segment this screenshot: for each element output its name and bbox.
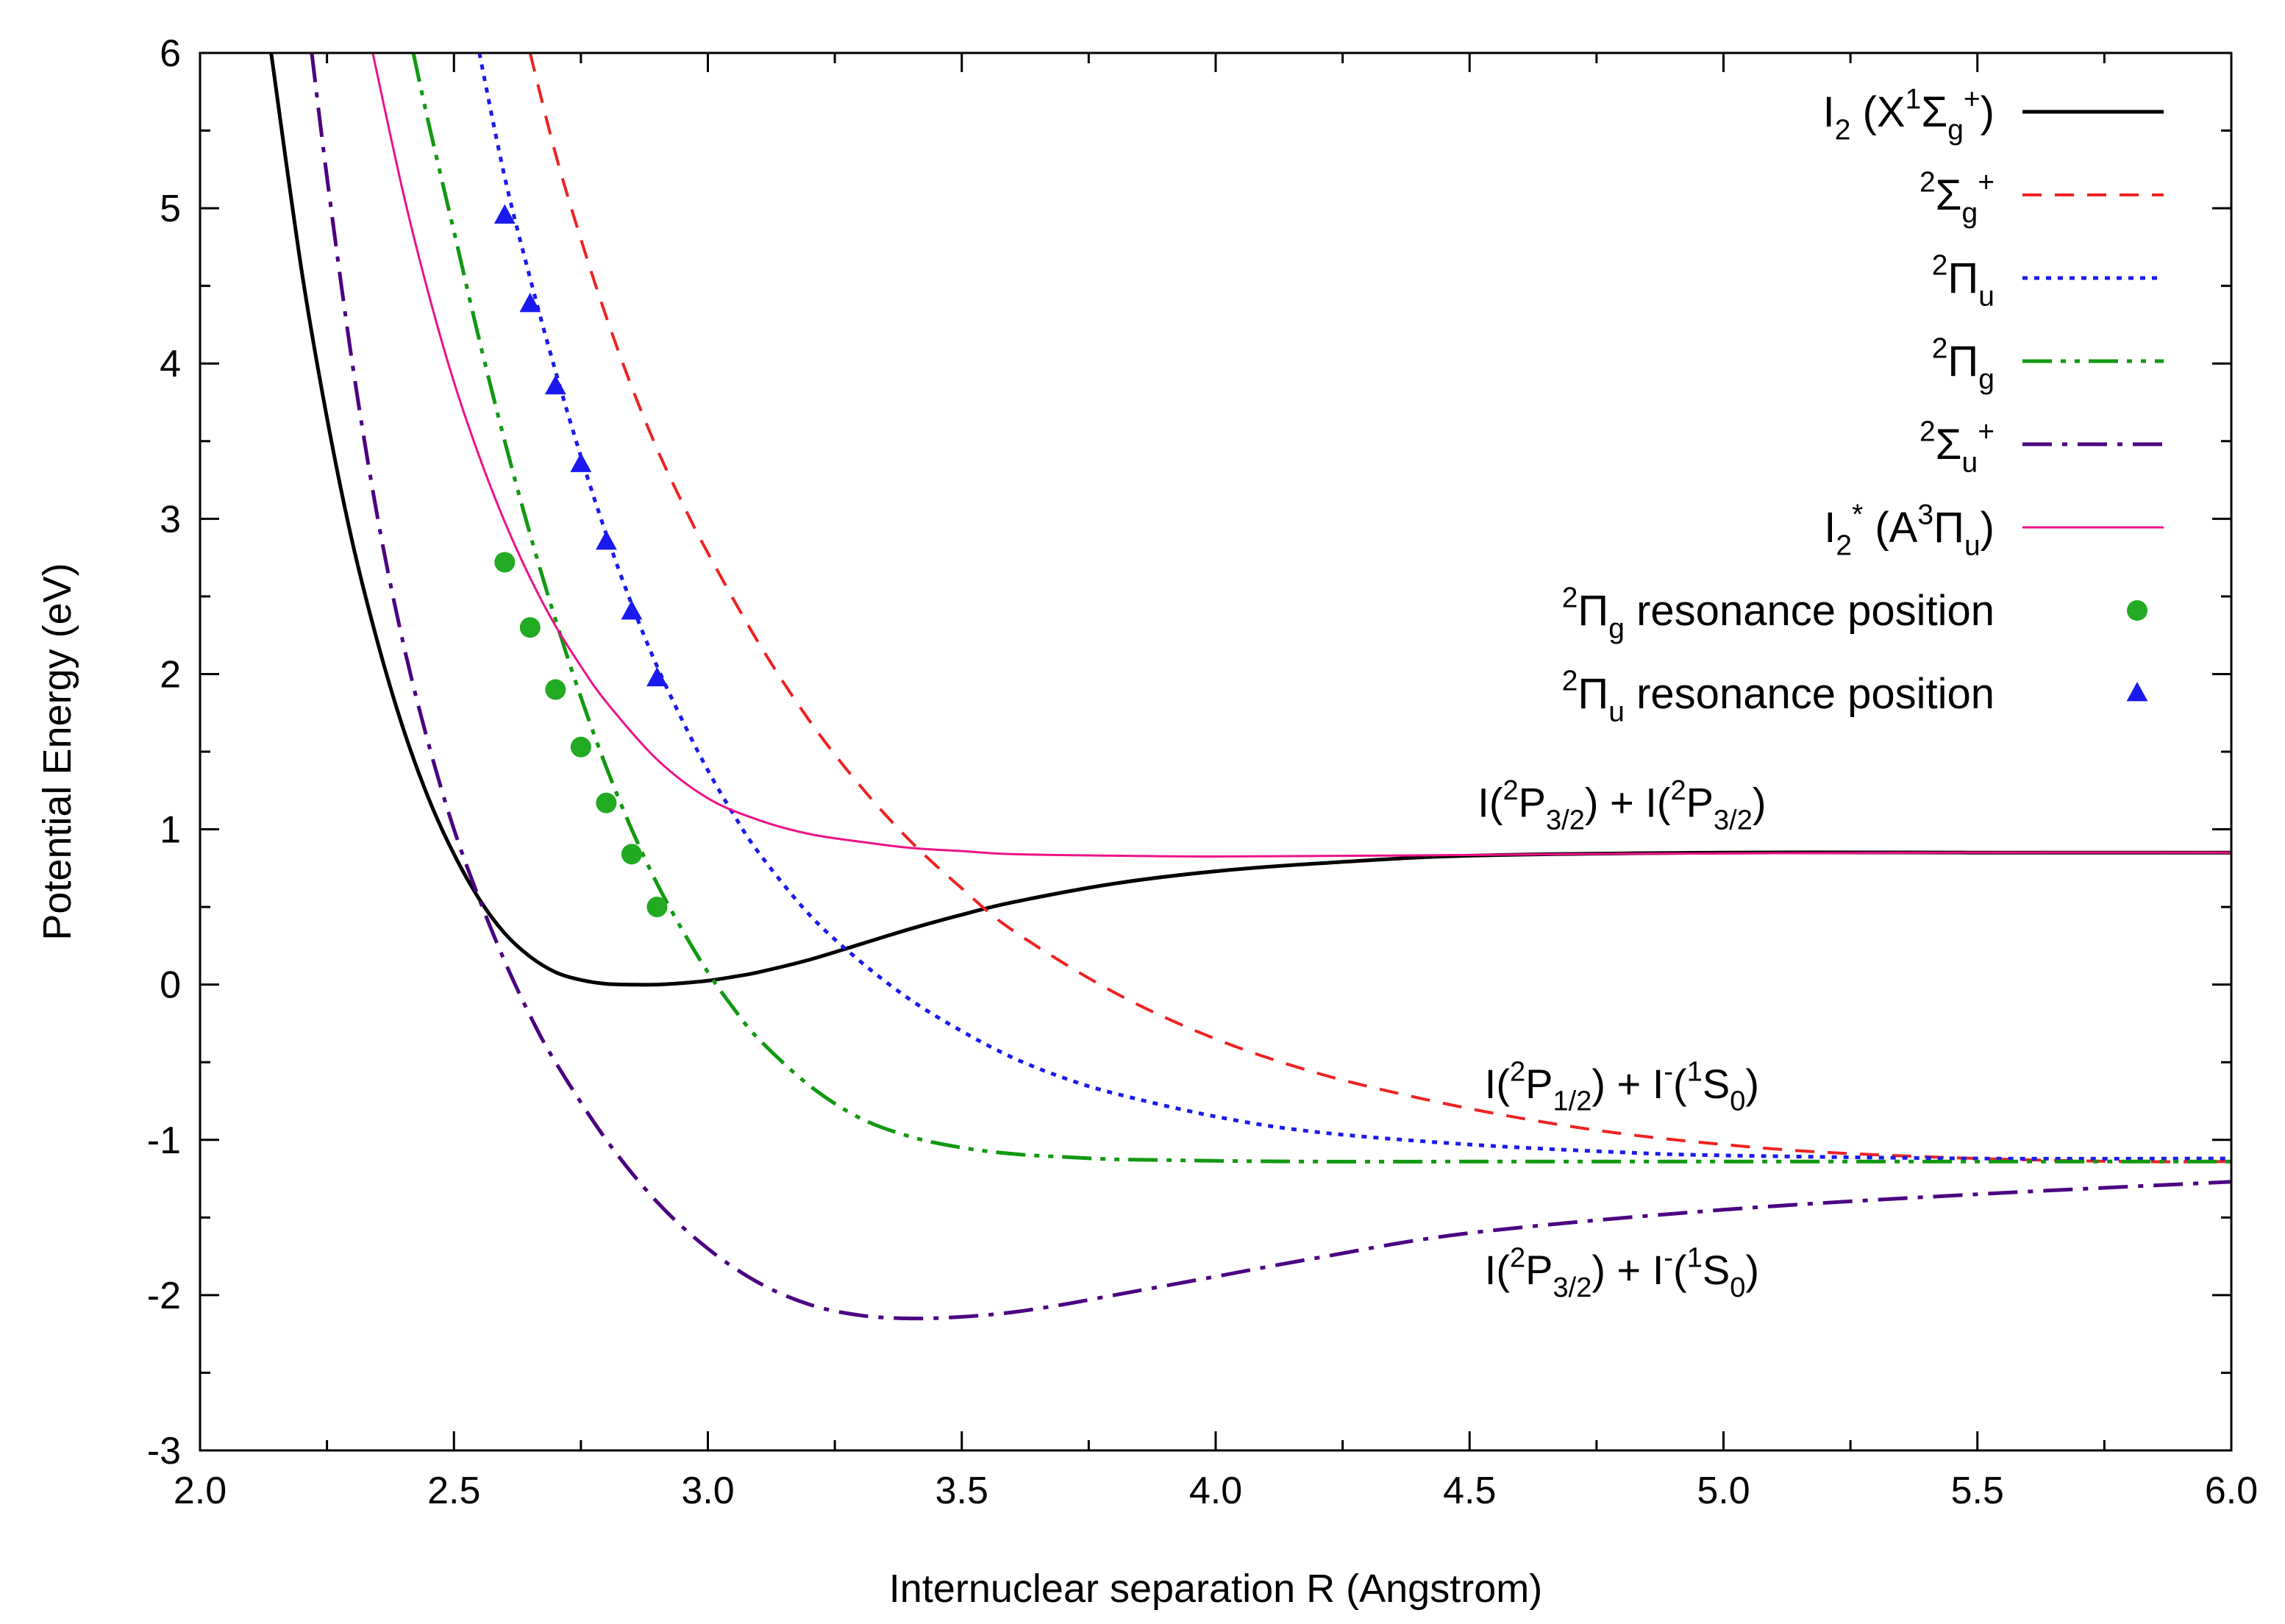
s6-2-g-resonance-position-point — [646, 897, 668, 918]
x-tick-label: 2.5 — [427, 1470, 480, 1512]
s6-2-g-resonance-position-point — [519, 617, 541, 638]
legend: I2 (X1Σg+) 2Σg+ 2Πu 2Πg 2Σu+ I2* (A3Πu) 2Πg re… — [1562, 84, 2164, 728]
s4-2-u-line — [310, 53, 2231, 1321]
s7-2-u-resonance-position-point — [544, 374, 566, 395]
y-tick-label: -3 — [147, 1430, 181, 1472]
legend-label: 2Πu resonance position — [1562, 666, 1995, 728]
s6-2-g-resonance-position-point — [596, 792, 617, 813]
legend-label: 2Σg+ — [1919, 167, 1995, 229]
y-tick-label: 4 — [160, 343, 181, 385]
s1-2-g-line — [528, 53, 2231, 1164]
s7-2-u-resonance-position-point — [570, 452, 592, 472]
s6-2-g-resonance-position-point — [545, 679, 566, 700]
s0-i2-x1-g-line — [269, 53, 2231, 987]
s5-i2-a3-u-line — [371, 53, 2231, 858]
x-tick-label: 5.5 — [1951, 1470, 2004, 1512]
y-tick-label: -1 — [147, 1119, 181, 1162]
x-tick-label: 4.0 — [1189, 1470, 1242, 1512]
axis-ticks — [199, 51, 2233, 1452]
legend-sample-marker — [2126, 682, 2148, 702]
s7-2-u-resonance-position-point — [596, 530, 617, 550]
asymptote-annotations: I(2P3/2) + I(2P3/2) I(2P1/2) + I-(1S0) I(2… — [1477, 775, 1766, 1303]
s6-2-g-resonance-position-point — [570, 736, 591, 758]
legend-label: 2Πg — [1932, 333, 1995, 396]
legend-label: 2Σu+ — [1919, 416, 1995, 479]
asymptote-label: I(2P3/2) + I(2P3/2) — [1477, 775, 1766, 836]
series-layer — [269, 53, 2231, 1321]
y-axis-label: Potential Energy (eV) — [35, 563, 79, 940]
asymptote-label: I(2P1/2) + I-(1S0) — [1485, 1056, 1759, 1116]
s7-2-u-resonance-position-point — [519, 293, 541, 313]
x-tick-label: 3.5 — [935, 1470, 988, 1512]
s7-2-u-resonance-position-point — [493, 204, 516, 224]
y-tick-label: 3 — [160, 498, 181, 541]
legend-label: I2 (X1Σg+) — [1823, 84, 1995, 146]
s7-2-u-resonance-position-point — [621, 600, 643, 620]
x-tick-label: 5.0 — [1697, 1470, 1750, 1512]
x-tick-label: 4.5 — [1443, 1470, 1496, 1512]
tick-labels: 2.0 2.5 3.0 3.5 4.0 4.5 5.0 5.5 6.0 -3 -2 -1 0 1 2 3 4 5 6 — [147, 32, 2258, 1512]
legend-label: 2Πu — [1932, 250, 1995, 313]
y-tick-label: 1 — [160, 809, 181, 852]
y-tick-label: 2 — [160, 653, 181, 696]
y-tick-label: 0 — [160, 964, 181, 1007]
s3-2-g-line — [411, 53, 2231, 1164]
s7-2-u-resonance-position-point — [646, 666, 668, 687]
y-tick-label: 5 — [160, 188, 181, 230]
legend-sample-marker — [2127, 600, 2147, 621]
legend-label: I2* (A3Πu) — [1824, 499, 1995, 562]
s6-2-g-resonance-position-point — [621, 844, 642, 865]
plot-area-frame — [199, 51, 2233, 1452]
x-axis-label: Internuclear separation R (Angstrom) — [889, 1567, 1542, 1611]
x-tick-label: 3.0 — [681, 1470, 734, 1512]
y-tick-label: 6 — [160, 32, 181, 75]
y-tick-label: -2 — [147, 1275, 181, 1317]
s6-2-g-resonance-position-point — [494, 552, 516, 573]
x-tick-label: 6.0 — [2205, 1470, 2258, 1512]
x-tick-label: 2.0 — [174, 1470, 227, 1512]
asymptote-label: I(2P3/2) + I-(1S0) — [1485, 1243, 1759, 1303]
legend-label: 2Πg resonance position — [1562, 583, 1995, 645]
